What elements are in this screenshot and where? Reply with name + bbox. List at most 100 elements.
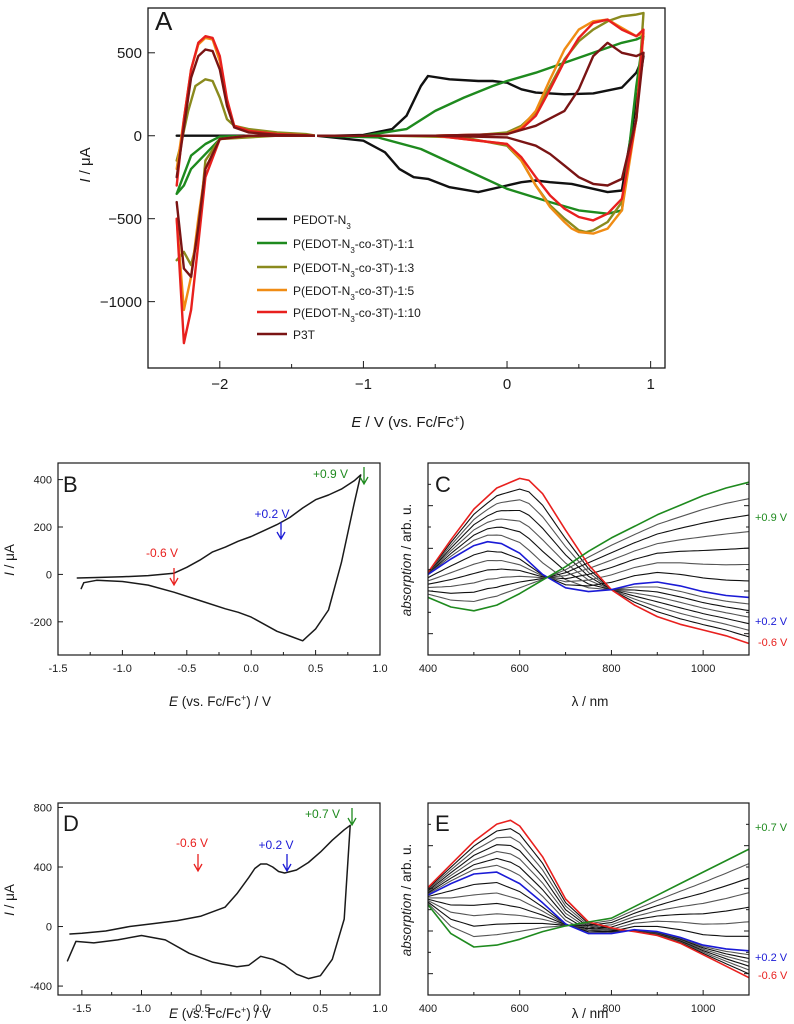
annotation-e-minus-0-6: -0.6 V — [758, 970, 788, 982]
arrow-d-red — [193, 854, 203, 873]
panel-b: B -1.5 -1.0 -0.5 0.0 0.5 1.0 400 200 0 -200 E (vs… — [2, 462, 388, 709]
legend-entry-1-5: P(EDOT-N3-co-3T)-1:5 — [293, 284, 414, 302]
spectrum-intermediate — [427, 864, 750, 956]
spectrum-intermediate — [427, 550, 750, 587]
spectrum-intermediate — [427, 898, 750, 930]
annotation-c-plus-0-2: +0.2 V — [755, 616, 788, 628]
spectrum-intermediate — [427, 863, 750, 938]
panel-c-label: C — [435, 472, 451, 497]
spectrum-intermediate — [427, 881, 749, 937]
annotation-d-minus-0-6: -0.6 V — [176, 836, 208, 850]
spectrum-intermediate — [427, 526, 750, 612]
panel-a-y-axis-label: I / μA — [77, 147, 94, 182]
y-tick-label: 400 — [34, 475, 52, 487]
panel-e: E 400 600 800 1000 λ / nm absorption / arb.… — [399, 802, 788, 1021]
x-tick-label: -1.5 — [72, 1003, 91, 1015]
legend-entry-1-10: P(EDOT-N3-co-3T)-1:10 — [293, 306, 421, 324]
legend-entry-p3t: P3T — [293, 328, 316, 342]
x-tick-label: 800 — [602, 663, 620, 675]
y-tick-label: -200 — [30, 617, 52, 629]
x-tick-label: 0 — [503, 376, 511, 393]
series-a-p-edot-n3-co-3t-1-1 — [175, 35, 645, 215]
x-tick-label: -1.5 — [49, 663, 68, 675]
arrow-b-blue — [276, 522, 286, 541]
x-tick-label: 0.5 — [313, 1003, 328, 1015]
spectrum--0-9-v — [427, 481, 750, 612]
annotation-e-plus-0-2: +0.2 V — [755, 952, 788, 964]
spectrum-intermediate — [427, 514, 750, 594]
y-tick-label: −1000 — [100, 294, 142, 311]
x-tick-label: 1.0 — [372, 663, 387, 675]
annotation-b-plus-0-2: +0.2 V — [254, 507, 289, 521]
x-tick-label: -1.0 — [113, 663, 132, 675]
spectrum-intermediate — [427, 509, 750, 625]
x-tick-label: 600 — [511, 663, 529, 675]
y-tick-label: 0 — [46, 569, 52, 581]
arrow-b-red — [169, 568, 179, 587]
panel-a-frame — [147, 7, 666, 369]
panel-c: C 400 600 800 1000 λ / nm absorption / arb.… — [399, 462, 788, 709]
panel-a-label: A — [155, 6, 173, 36]
x-tick-label: -0.5 — [192, 1003, 211, 1015]
y-tick-label: 200 — [34, 522, 52, 534]
spectrum-intermediate — [427, 892, 750, 928]
series-a-p3t — [175, 41, 645, 278]
series-a-p-edot-n3-co-3t-1-3 — [175, 11, 645, 267]
panel-e-plot-area — [427, 819, 750, 979]
legend-entry-pedot: PEDOT-N3 — [293, 213, 351, 231]
panel-d-x-axis-label: E (vs. Fc/Fc+) / V — [169, 1005, 271, 1021]
spectrum--0-6-v — [427, 477, 750, 645]
arrow-d-green — [347, 808, 357, 827]
spectrum-intermediate — [428, 892, 750, 931]
panel-b-plot-area — [76, 474, 362, 642]
arrow-b-green — [359, 467, 369, 486]
annotation-b-plus-0-9: +0.9 V — [313, 467, 348, 481]
panel-c-plot-area — [427, 477, 750, 645]
panel-b-x-axis-label: E (vs. Fc/Fc+) / V — [169, 693, 271, 709]
annotation-c-minus-0-6: -0.6 V — [758, 637, 788, 649]
y-tick-label: 0 — [134, 128, 142, 145]
spectrum-intermediate — [427, 531, 750, 589]
annotation-e-plus-0-7: +0.7 V — [755, 822, 788, 834]
panel-c-x-axis-label: λ / nm — [572, 694, 609, 709]
spectrum-intermediate — [427, 499, 750, 631]
x-tick-label: -1.0 — [132, 1003, 151, 1015]
spectrum--0-2-v — [427, 871, 750, 952]
x-tick-label: -0.5 — [177, 663, 196, 675]
annotation-d-plus-0-7: +0.7 V — [305, 807, 340, 821]
spectrum-intermediate — [427, 498, 750, 603]
x-tick-label: −1 — [355, 376, 372, 393]
arrow-d-blue — [282, 854, 292, 873]
x-tick-label: 1000 — [691, 663, 715, 675]
panel-d-ticks: -1.5 -1.0 -0.5 0.0 0.5 1.0 800 400 0 -400 — [30, 802, 388, 1015]
panel-c-y-axis-label: absorption / arb. u. — [399, 504, 414, 617]
spectrum-intermediate — [427, 559, 749, 583]
panel-d-plot-area — [66, 824, 351, 980]
spectrum-intermediate — [427, 877, 750, 927]
panel-b-frame — [57, 462, 381, 656]
legend-entry-1-3: P(EDOT-N3-co-3T)-1:3 — [293, 261, 414, 279]
panel-b-arrows — [169, 467, 369, 587]
annotation-c-plus-0-9: +0.9 V — [755, 512, 788, 524]
panel-b-label: B — [63, 472, 78, 497]
series-d-cv — [66, 824, 351, 980]
spectrum--0-7-v — [427, 848, 750, 948]
panel-e-y-axis-label: absorption / arb. u. — [399, 844, 414, 957]
panel-d-label: D — [63, 811, 79, 836]
series-b-cv — [76, 474, 362, 642]
panel-d-y-axis-label: I / μA — [2, 884, 17, 916]
x-tick-label: 0.0 — [244, 663, 259, 675]
x-tick-label: 0.5 — [308, 663, 323, 675]
spectrum--0-2-v — [427, 540, 750, 599]
panel-a-legend: PEDOT-N3 P(EDOT-N3-co-3T)-1:1 P(EDOT-N3-… — [257, 213, 421, 342]
panel-a: A −2 −1 0 1 500 0 −500 −1000 E / V (vs. Fc/Fc+)… — [77, 6, 666, 432]
panel-c-frame — [427, 462, 750, 656]
x-tick-label: 1000 — [691, 1003, 715, 1015]
panel-e-x-axis-label: λ / nm — [572, 1006, 609, 1021]
x-tick-label: 400 — [419, 663, 437, 675]
y-tick-label: -400 — [30, 981, 52, 993]
panel-a-x-axis-label: E / V (vs. Fc/Fc+) — [351, 414, 464, 432]
x-tick-label: 800 — [602, 1003, 620, 1015]
panel-d-arrows — [193, 808, 357, 873]
